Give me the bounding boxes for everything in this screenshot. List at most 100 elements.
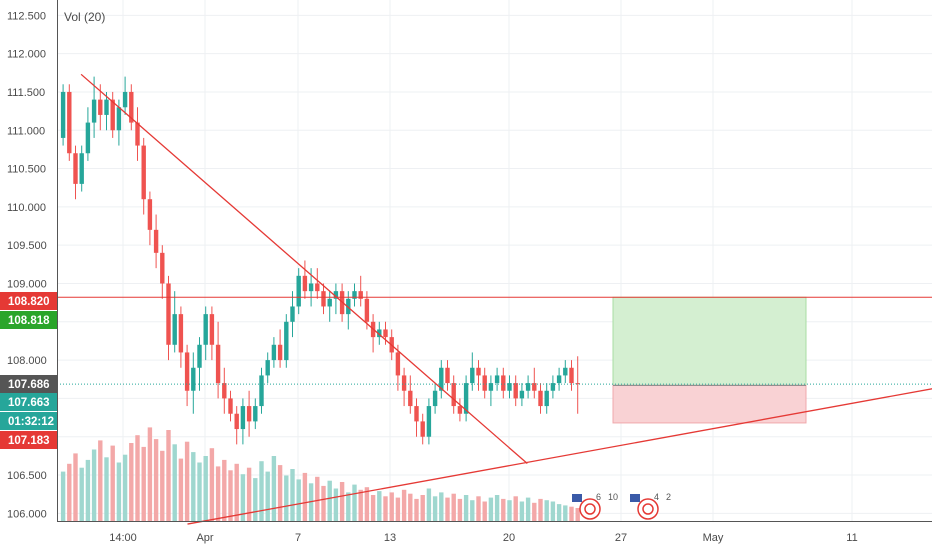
candle-body xyxy=(67,91,72,154)
volume-bar xyxy=(271,456,277,521)
badge-stop-price: 108.820 xyxy=(8,296,50,308)
candle-body xyxy=(284,321,289,361)
volume-bar xyxy=(166,430,171,521)
candle-body xyxy=(358,291,363,299)
x-tick-label: 13 xyxy=(384,532,396,544)
candle xyxy=(160,245,165,299)
candle-body xyxy=(408,390,413,407)
event-marker-count-2: 10 xyxy=(608,492,618,502)
candle-body xyxy=(575,383,580,385)
candle-body xyxy=(277,344,283,361)
candle-body xyxy=(184,352,190,391)
candle-body xyxy=(240,406,246,430)
profit-zone xyxy=(612,296,807,386)
candle-body xyxy=(60,91,66,138)
candle xyxy=(439,360,444,399)
candle-body xyxy=(321,291,326,307)
candle xyxy=(110,91,115,138)
candle-body xyxy=(383,329,388,338)
x-tick-label: 7 xyxy=(295,532,301,544)
candle-body xyxy=(426,406,432,437)
volume-bar xyxy=(476,496,481,521)
candle-body xyxy=(209,314,215,345)
volume-bar xyxy=(73,453,78,521)
candle xyxy=(271,337,277,368)
y-tick-label: 111.000 xyxy=(7,125,45,137)
volume-bar xyxy=(395,497,401,521)
candle xyxy=(67,84,72,161)
volume-bar xyxy=(172,444,177,521)
candle xyxy=(215,321,221,399)
candle-body xyxy=(513,383,518,399)
y-tick-label: 110.500 xyxy=(7,164,46,176)
volume-bar xyxy=(525,497,531,521)
position-box[interactable] xyxy=(612,296,807,424)
volume-bar xyxy=(414,498,419,521)
candle-body xyxy=(73,153,78,184)
candle xyxy=(507,375,512,399)
volume-bar xyxy=(445,497,450,521)
x-tick-label: 14:00 xyxy=(109,532,137,544)
candle-body xyxy=(160,252,165,284)
volume-bar xyxy=(370,495,376,521)
badge-target-price: 108.818 xyxy=(8,315,50,327)
candle xyxy=(519,383,525,407)
candle-body xyxy=(414,406,419,422)
candle-body xyxy=(525,383,531,391)
candle-body xyxy=(110,99,115,131)
candle xyxy=(147,191,153,246)
candle xyxy=(203,306,208,361)
candle xyxy=(476,360,481,391)
y-tick-label: 111.500 xyxy=(7,87,45,99)
candle-body xyxy=(290,306,295,322)
volume-bar xyxy=(265,471,270,521)
candle-body xyxy=(265,360,270,376)
candle-body xyxy=(302,275,308,292)
candle-body xyxy=(153,229,159,253)
volume-bar xyxy=(290,469,295,521)
volume-bar xyxy=(426,488,432,521)
candle xyxy=(290,291,295,338)
volume-bar xyxy=(203,456,208,521)
candle-body xyxy=(315,283,320,292)
candle xyxy=(135,107,140,161)
candle xyxy=(513,375,518,407)
candle xyxy=(228,390,233,422)
candle-body xyxy=(79,153,84,184)
x-tick-label: 11 xyxy=(846,532,857,544)
x-tick-label: 20 xyxy=(503,532,515,544)
candle-body xyxy=(271,344,277,361)
candle-body xyxy=(451,383,456,407)
volume-bar xyxy=(85,459,91,521)
candle-body xyxy=(98,99,103,115)
candle-body xyxy=(544,390,549,407)
indicator-label[interactable]: Vol (20) xyxy=(64,10,105,24)
candle-body xyxy=(401,375,407,391)
candle xyxy=(91,76,97,138)
candle xyxy=(370,314,376,353)
volume-bar xyxy=(463,495,469,521)
candle xyxy=(321,283,326,315)
volume-bar xyxy=(327,480,332,521)
candle-body xyxy=(91,99,97,123)
candle-body xyxy=(197,344,202,368)
candle xyxy=(352,283,357,307)
candle xyxy=(358,275,363,307)
volume-bar xyxy=(129,443,134,521)
candle xyxy=(401,367,407,407)
candle xyxy=(569,360,574,391)
candle xyxy=(463,375,469,422)
candle-body xyxy=(308,283,314,292)
drawing-lines[interactable] xyxy=(57,73,932,525)
volume-bar xyxy=(315,476,320,521)
event-markers[interactable]: 6 10 4 2 xyxy=(572,492,671,520)
volume-bar xyxy=(451,493,456,521)
volume-bar xyxy=(284,475,289,521)
volume-bar xyxy=(432,496,438,521)
candle-body xyxy=(364,298,370,322)
volume-bar xyxy=(91,449,97,521)
volume-bar xyxy=(333,488,339,521)
volume-bar xyxy=(569,506,574,521)
volume-bar xyxy=(153,439,159,521)
